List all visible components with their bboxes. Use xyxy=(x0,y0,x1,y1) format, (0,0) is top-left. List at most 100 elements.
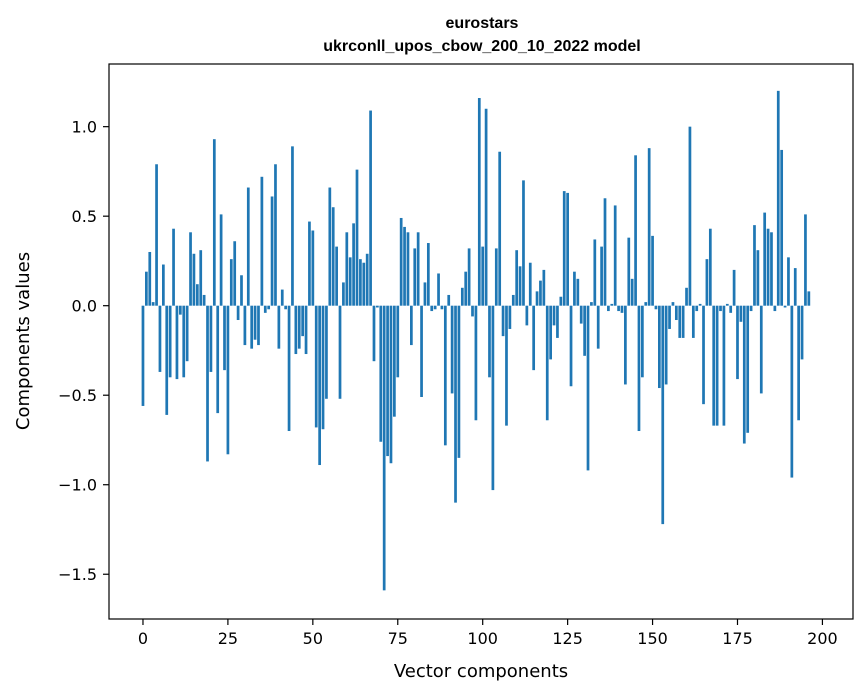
x-tick-label: 75 xyxy=(388,629,408,648)
bar xyxy=(624,305,627,385)
bar xyxy=(148,251,152,306)
bar xyxy=(576,278,580,306)
bar xyxy=(494,248,498,306)
bar xyxy=(335,246,338,306)
bar xyxy=(671,302,675,306)
bar xyxy=(664,305,668,385)
chart-subtitle: ukrconll_upos_cbow_200_10_2022 model xyxy=(323,38,640,55)
x-tick-label: 125 xyxy=(552,629,583,648)
bar xyxy=(318,305,321,466)
bar xyxy=(746,305,750,433)
bar xyxy=(393,305,396,417)
bar xyxy=(562,191,566,306)
bar xyxy=(729,305,733,313)
bar xyxy=(175,305,179,380)
bar xyxy=(695,305,699,312)
bar xyxy=(617,305,620,312)
bar xyxy=(579,305,583,324)
bar xyxy=(498,151,502,306)
bar xyxy=(800,305,804,360)
bar xyxy=(600,246,603,306)
bar xyxy=(634,155,637,306)
bar xyxy=(274,164,277,306)
bar xyxy=(467,248,471,306)
bar xyxy=(331,207,335,306)
bar xyxy=(613,205,617,306)
bar xyxy=(165,305,169,415)
bar xyxy=(141,305,145,406)
bar xyxy=(314,305,318,428)
bar xyxy=(804,214,807,306)
bar xyxy=(189,232,192,306)
bar xyxy=(352,223,355,306)
bar xyxy=(226,305,230,455)
bar xyxy=(433,305,437,310)
bar xyxy=(539,280,542,306)
bar xyxy=(770,232,773,306)
bar xyxy=(559,296,563,306)
x-tick-label: 100 xyxy=(467,629,498,648)
bar xyxy=(630,278,634,306)
bar xyxy=(715,305,719,426)
bar xyxy=(416,232,420,306)
bar xyxy=(291,146,294,306)
bar xyxy=(583,305,586,356)
bar xyxy=(586,305,590,471)
bar xyxy=(783,305,787,308)
bar xyxy=(192,253,196,306)
bar xyxy=(637,305,641,432)
bar xyxy=(681,305,685,338)
bar xyxy=(535,291,539,306)
bar xyxy=(722,305,726,426)
bar xyxy=(556,305,559,338)
bar xyxy=(403,226,406,306)
bar xyxy=(270,196,274,306)
bar xyxy=(545,305,549,421)
bar xyxy=(627,237,631,306)
y-tick-label: 0.5 xyxy=(72,207,97,226)
bar xyxy=(736,305,739,380)
bar xyxy=(223,305,226,371)
bar xyxy=(328,187,332,306)
bar xyxy=(209,305,213,372)
bar xyxy=(773,305,777,312)
bar xyxy=(508,305,512,329)
bar xyxy=(552,305,556,326)
bar xyxy=(661,305,665,525)
bar xyxy=(607,305,610,312)
bar xyxy=(515,250,519,306)
y-tick-label: 0.0 xyxy=(72,297,97,316)
bar xyxy=(284,305,288,310)
bar xyxy=(382,305,386,591)
y-axis-label: Components values xyxy=(13,252,34,430)
bar xyxy=(488,305,491,378)
bar xyxy=(365,253,369,306)
bar xyxy=(325,305,328,399)
x-axis-label: Vector components xyxy=(394,661,568,682)
bar xyxy=(206,305,209,462)
bar xyxy=(460,287,464,306)
bar xyxy=(705,259,709,306)
bar xyxy=(603,198,607,306)
bar xyxy=(620,305,624,313)
bar xyxy=(386,305,389,457)
bar xyxy=(491,305,495,491)
bar xyxy=(685,287,688,306)
x-tick-label: 200 xyxy=(807,629,838,648)
bar xyxy=(199,250,203,306)
bar xyxy=(501,305,505,337)
bar xyxy=(250,305,254,349)
bar xyxy=(688,126,692,306)
bar xyxy=(658,305,661,389)
bar xyxy=(297,305,301,349)
bar xyxy=(158,305,162,372)
bar xyxy=(406,232,410,306)
x-tick-label: 175 xyxy=(722,629,753,648)
bar xyxy=(277,305,281,349)
bar xyxy=(793,268,797,306)
bar xyxy=(430,305,434,312)
bar xyxy=(787,257,790,306)
bar xyxy=(712,305,716,426)
bar xyxy=(359,259,362,306)
